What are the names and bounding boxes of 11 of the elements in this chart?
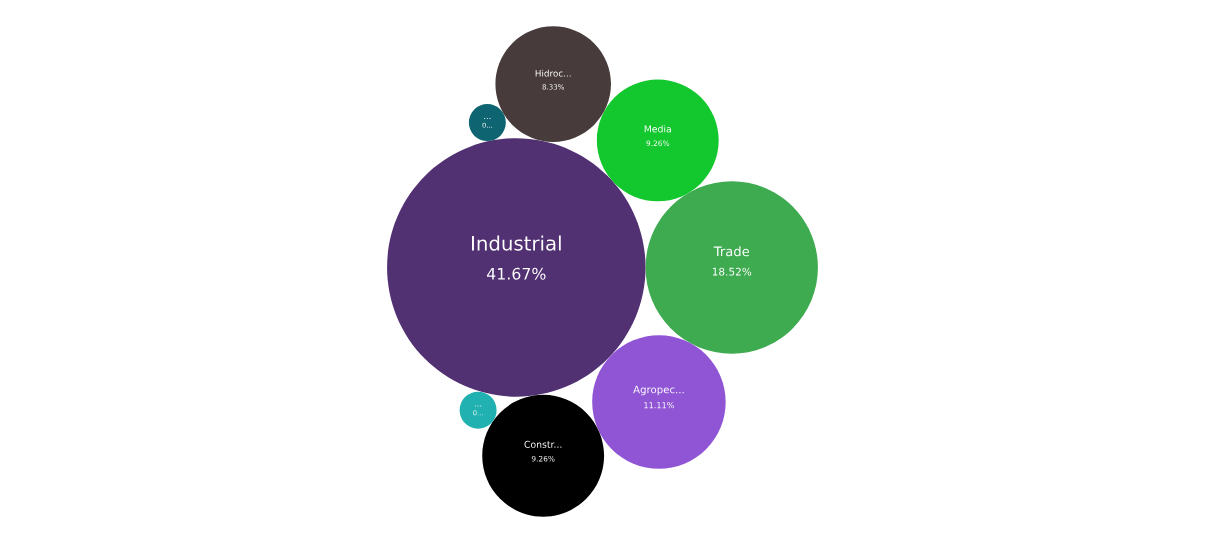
category-label: Industrial — [472, 235, 561, 251]
data-label: 11.11% — [644, 402, 675, 409]
category-label: Trade — [713, 246, 750, 257]
category-label: Agropec... — [633, 385, 684, 396]
data-label: 41.67% — [487, 267, 546, 280]
category-label: Media — [644, 125, 671, 133]
category-label: ... — [475, 405, 482, 407]
data-label: 18.52% — [712, 267, 752, 276]
category-label: Hidroc... — [535, 69, 571, 77]
category-label: ... — [484, 117, 491, 120]
category-label: Constr... — [524, 440, 562, 448]
